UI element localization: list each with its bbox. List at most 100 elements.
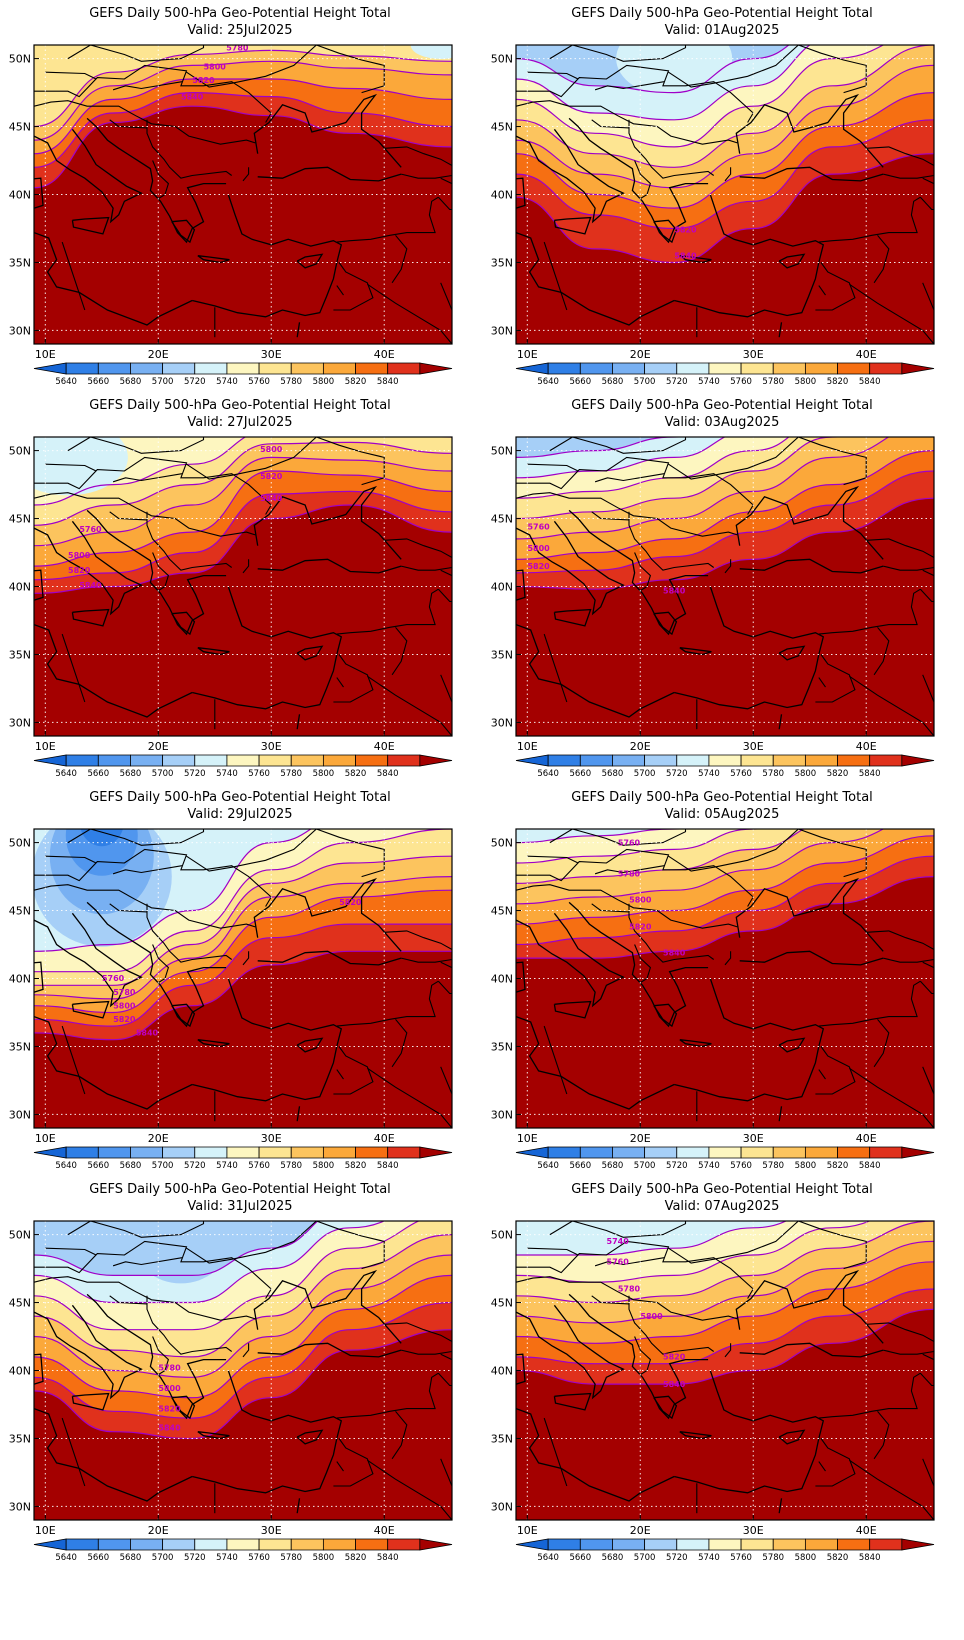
coastline bbox=[34, 1353, 44, 1385]
colorbar-swatch bbox=[419, 1146, 453, 1159]
colorbar-label: 5640 bbox=[55, 1161, 77, 1171]
colorbar-swatch bbox=[547, 754, 581, 767]
coastline bbox=[171, 611, 196, 636]
colorbar-swatch bbox=[579, 1538, 613, 1551]
coastline bbox=[197, 647, 230, 656]
colorbar-label: 5820 bbox=[827, 769, 849, 779]
country-border bbox=[336, 1069, 344, 1080]
contour-label: 5820 bbox=[68, 566, 91, 575]
coastline bbox=[296, 253, 324, 269]
height-contour bbox=[34, 1234, 452, 1358]
lat-tick-label: 50N bbox=[9, 1229, 31, 1242]
country-border bbox=[336, 677, 344, 688]
coastline bbox=[34, 1407, 193, 1502]
country-border bbox=[866, 146, 934, 179]
country-border bbox=[336, 1461, 344, 1472]
panel-title: GEFS Daily 500-hPa Geo-Potential Height … bbox=[89, 790, 391, 805]
country-border bbox=[61, 633, 86, 703]
map-panel-5: GEFS Daily 500-hPa Geo-Potential Height … bbox=[0, 784, 482, 1194]
lon-tick-label: 10E bbox=[35, 1524, 56, 1537]
lat-tick-label: 35N bbox=[9, 256, 31, 269]
coastline bbox=[86, 117, 227, 244]
lat-tick-label: 50N bbox=[491, 53, 513, 66]
coastline bbox=[253, 93, 402, 168]
colorbar-label: 5780 bbox=[762, 1553, 784, 1563]
colorbar-swatch bbox=[740, 1146, 774, 1159]
colorbar-swatch bbox=[515, 1538, 549, 1551]
contour-label: 5740 bbox=[607, 1237, 630, 1246]
colorbar-swatch bbox=[869, 1538, 903, 1551]
colorbar-label: 5800 bbox=[795, 769, 817, 779]
country-border bbox=[516, 456, 754, 515]
coastline bbox=[192, 1046, 338, 1102]
coastline bbox=[674, 1438, 820, 1494]
country-border bbox=[873, 234, 890, 284]
lat-tick-label: 45N bbox=[9, 1297, 31, 1310]
country-border bbox=[628, 511, 715, 571]
colorbar-label: 5660 bbox=[569, 1161, 591, 1171]
height-contour bbox=[34, 490, 452, 581]
panel-title: GEFS Daily 500-hPa Geo-Potential Height … bbox=[89, 6, 391, 21]
map-canvas: 5760 5800 5820 5840 5800 5820 5840 10E 20E 30E 40E… bbox=[9, 436, 453, 779]
lon-tick-label: 30E bbox=[261, 348, 282, 361]
coastline bbox=[653, 611, 678, 636]
contour-label: 5800 bbox=[629, 895, 652, 904]
colorbar-label: 5640 bbox=[537, 1161, 559, 1171]
colorbar-swatch bbox=[65, 754, 99, 767]
lat-tick-label: 50N bbox=[491, 445, 513, 458]
height-contour bbox=[34, 1221, 421, 1331]
country-border bbox=[848, 675, 934, 736]
colorbar-label: 5780 bbox=[280, 1161, 302, 1171]
country-border bbox=[922, 282, 934, 311]
map-panel-3: GEFS Daily 500-hPa Geo-Potential Height … bbox=[0, 392, 482, 802]
colorbar-label: 5800 bbox=[313, 377, 335, 387]
coastline bbox=[516, 1304, 625, 1400]
colorbar-label: 5720 bbox=[184, 1161, 206, 1171]
height-band bbox=[516, 437, 675, 458]
country-border bbox=[516, 492, 738, 537]
country-border bbox=[34, 456, 272, 515]
coastline bbox=[709, 1370, 825, 1439]
lon-tick-label: 40E bbox=[374, 1132, 395, 1145]
country-border bbox=[549, 829, 687, 846]
country-border bbox=[919, 177, 934, 211]
height-contour bbox=[516, 1221, 788, 1256]
coastline bbox=[192, 1438, 338, 1494]
country-border bbox=[67, 437, 205, 454]
colorbar-swatch bbox=[226, 1146, 260, 1159]
colorbar-label: 5740 bbox=[698, 1553, 720, 1563]
colorbar-label: 5720 bbox=[184, 1553, 206, 1563]
colorbar-label: 5720 bbox=[184, 377, 206, 387]
height-contour bbox=[516, 1288, 934, 1365]
contour-label: 5800 bbox=[527, 544, 550, 553]
colorbar-swatch bbox=[322, 1538, 356, 1551]
height-contour bbox=[34, 1221, 386, 1304]
lat-tick-label: 35N bbox=[9, 648, 31, 661]
lon-tick-label: 40E bbox=[374, 740, 395, 753]
country-border bbox=[866, 930, 934, 963]
coastline bbox=[34, 1304, 143, 1400]
colorbar-swatch bbox=[579, 754, 613, 767]
colorbar-swatch bbox=[33, 754, 67, 767]
country-border bbox=[146, 511, 233, 571]
height-contour bbox=[34, 829, 452, 973]
country-border bbox=[866, 538, 934, 571]
colorbar-swatch bbox=[644, 362, 678, 375]
map-canvas: 5760 5800 5820 5840 10E 20E 30E 40E 30N 35N 40N 45N… bbox=[491, 436, 935, 779]
country-border bbox=[34, 64, 272, 123]
colorbar-label: 5640 bbox=[537, 769, 559, 779]
map-area: 5760 5800 5820 5840 5800 5820 5840 bbox=[34, 437, 452, 736]
country-border bbox=[634, 1336, 652, 1376]
height-contour bbox=[34, 456, 452, 547]
colorbar-label: 5680 bbox=[602, 1553, 624, 1563]
colorbar-swatch bbox=[804, 1538, 838, 1551]
colorbar-label: 5760 bbox=[730, 769, 752, 779]
map-panel-4: GEFS Daily 500-hPa Geo-Potential Height … bbox=[482, 392, 964, 802]
colorbar-swatch bbox=[515, 754, 549, 767]
colorbar-label: 5680 bbox=[120, 769, 142, 779]
colorbar-label: 5680 bbox=[602, 1161, 624, 1171]
country-border bbox=[34, 1276, 256, 1321]
colorbar-label: 5780 bbox=[762, 1161, 784, 1171]
